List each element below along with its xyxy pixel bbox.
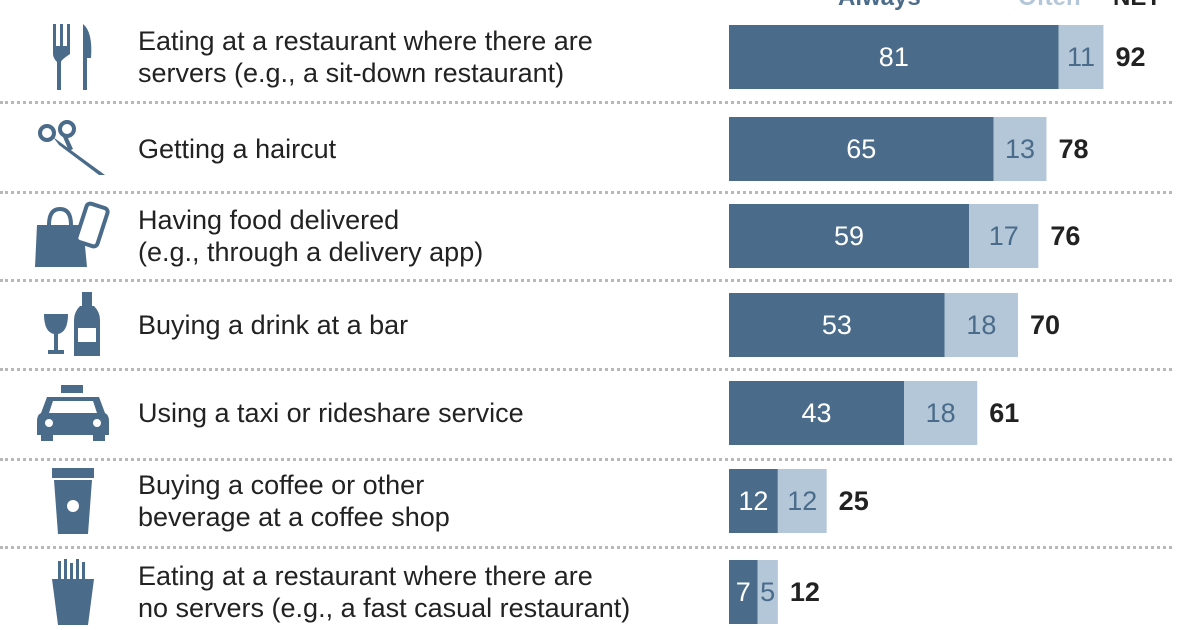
label-net: 78 bbox=[1058, 134, 1088, 164]
bar-always bbox=[729, 560, 758, 624]
bar-always bbox=[729, 381, 905, 445]
label-often: 17 bbox=[989, 221, 1019, 251]
row-label: Eating at a restaurant where there are se… bbox=[138, 25, 593, 89]
bar-always bbox=[729, 204, 970, 268]
row-label-line: Using a taxi or rideshare service bbox=[138, 398, 524, 428]
legend-net: NET bbox=[1113, 0, 1161, 10]
shopping-bag-phone-icon bbox=[30, 198, 116, 274]
label-often: 12 bbox=[787, 486, 817, 516]
label-always: 43 bbox=[801, 398, 831, 428]
bar-often bbox=[777, 469, 827, 533]
label-always: 59 bbox=[834, 221, 864, 251]
row-label-line: beverage at a coffee shop bbox=[138, 502, 450, 532]
row-label: Using a taxi or rideshare service bbox=[138, 397, 524, 429]
label-net: 61 bbox=[989, 398, 1019, 428]
row-label: Having food delivered (e.g., through a de… bbox=[138, 204, 483, 268]
taxi-icon bbox=[30, 375, 116, 451]
row-divider bbox=[0, 279, 1172, 282]
label-often: 13 bbox=[1005, 134, 1035, 164]
label-net: 12 bbox=[790, 577, 820, 607]
row-label: Buying a drink at a bar bbox=[138, 309, 408, 341]
row-label-line: Buying a drink at a bar bbox=[138, 310, 409, 340]
row-label-line: Buying a coffee or other bbox=[138, 470, 425, 500]
row-label-line: no servers (e.g., a fast casual restaura… bbox=[138, 593, 631, 623]
bar-always bbox=[729, 117, 994, 181]
bar-often bbox=[969, 204, 1039, 268]
row-divider bbox=[0, 101, 1172, 104]
coffee-cup-icon bbox=[30, 463, 116, 539]
legend-always: Always bbox=[838, 0, 921, 10]
row-label-line: servers (e.g., a sit-down restaurant) bbox=[138, 58, 565, 88]
label-often: 18 bbox=[966, 310, 996, 340]
wine-bottle-icon bbox=[30, 287, 116, 363]
bar-always bbox=[729, 469, 778, 533]
row-label-line: Eating at a restaurant where there are bbox=[138, 561, 593, 591]
bar-often bbox=[757, 560, 778, 624]
row-divider bbox=[0, 368, 1172, 371]
label-net: 70 bbox=[1030, 310, 1060, 340]
label-net: 92 bbox=[1115, 42, 1145, 72]
label-always: 81 bbox=[879, 42, 909, 72]
row-label-line: Having food delivered bbox=[138, 205, 400, 235]
label-always: 12 bbox=[738, 486, 768, 516]
row-label-line: Eating at a restaurant where there are bbox=[138, 26, 593, 56]
label-always: 65 bbox=[846, 134, 876, 164]
row-divider bbox=[0, 546, 1172, 549]
legend-often: Often bbox=[1018, 0, 1081, 10]
label-often: 18 bbox=[926, 398, 956, 428]
label-often: 11 bbox=[1067, 42, 1095, 72]
row-label-line: (e.g., through a delivery app) bbox=[138, 237, 484, 267]
label-net: 25 bbox=[839, 486, 869, 516]
fries-icon bbox=[30, 554, 116, 630]
label-net: 76 bbox=[1050, 221, 1080, 251]
scissors-icon bbox=[30, 111, 116, 187]
bar-often bbox=[993, 117, 1047, 181]
label-often: 5 bbox=[760, 577, 775, 607]
fork-knife-icon bbox=[30, 19, 116, 95]
bar-always bbox=[729, 293, 945, 357]
bar-often bbox=[1058, 25, 1104, 89]
label-always: 7 bbox=[736, 577, 751, 607]
bar-often bbox=[944, 293, 1018, 357]
row-label: Buying a coffee or other beverage at a co… bbox=[138, 469, 450, 533]
bar-always bbox=[729, 25, 1059, 89]
row-label-line: Getting a haircut bbox=[138, 134, 337, 164]
label-always: 53 bbox=[822, 310, 852, 340]
row-divider bbox=[0, 191, 1172, 194]
row-divider bbox=[0, 458, 1172, 461]
row-label: Eating at a restaurant where there are no… bbox=[138, 560, 630, 624]
bar-often bbox=[904, 381, 978, 445]
row-label: Getting a haircut bbox=[138, 133, 336, 165]
